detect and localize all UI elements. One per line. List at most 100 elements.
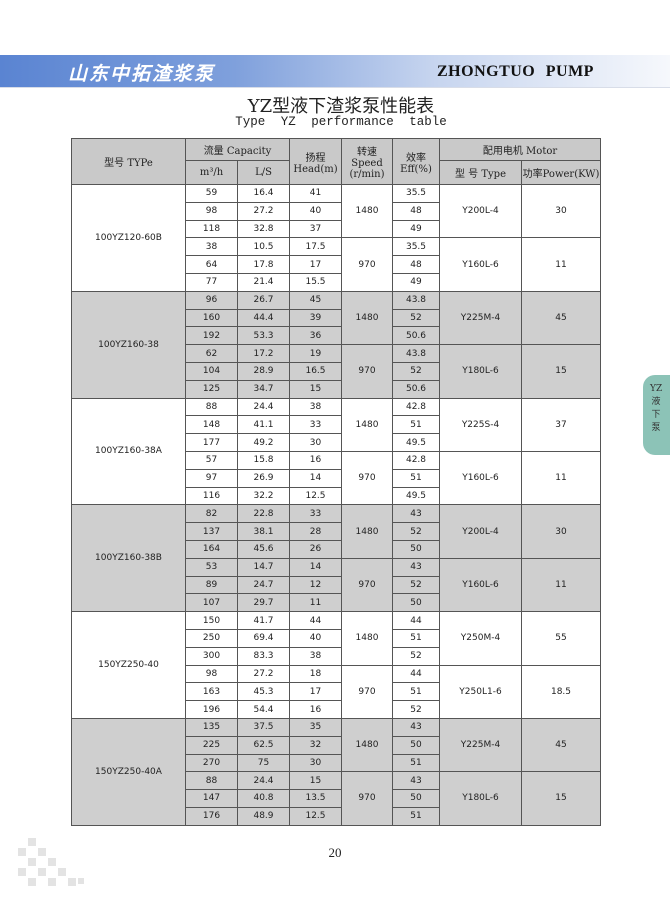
header-type: 型号 TYPe <box>71 138 186 185</box>
table-row: 100YZ120-60B 59 16.4 41 1480 35.5 Y200L-4 30 <box>71 183 602 292</box>
head-cell: 12.5 <box>289 806 342 826</box>
capacity-m3h-cell: 88 <box>185 397 238 417</box>
head-cell: 16 <box>289 450 342 470</box>
capacity-ls-cell: 49.2 <box>237 433 290 452</box>
speed-cell: 1480 <box>341 183 393 239</box>
capacity-m3h-cell: 135 <box>185 717 238 737</box>
capacity-m3h-cell: 148 <box>185 415 238 435</box>
capacity-ls-cell: 32.8 <box>237 219 290 239</box>
section-side-tab: YZ液下泵 <box>643 375 670 455</box>
capacity-ls-cell: 48.9 <box>237 806 290 826</box>
motor-type-cell: Y200L-4 <box>439 504 522 559</box>
capacity-m3h-cell: 125 <box>185 379 238 399</box>
head-cell: 33 <box>289 415 342 435</box>
efficiency-cell: 50 <box>392 593 440 613</box>
table-row: 270 75 30 51 <box>72 753 601 773</box>
efficiency-cell: 44 <box>392 611 440 630</box>
capacity-ls-cell: 37.5 <box>237 717 290 737</box>
capacity-m3h-cell: 107 <box>185 593 238 613</box>
table-row: 53 14.7 14 970 43 Y160L-6 11 <box>72 557 602 613</box>
table-row: 137 38.1 28 52 <box>72 522 601 541</box>
table-row: 164 45.6 26 50 <box>72 539 601 559</box>
efficiency-cell: 43.8 <box>392 344 440 363</box>
head-cell: 32 <box>289 735 342 755</box>
table-row: 62 17.2 19 970 43.8 Y180L-6 15 <box>72 344 602 399</box>
capacity-m3h-cell: 176 <box>185 806 238 826</box>
table-row: 89 24.7 12 52 <box>72 575 601 595</box>
motor-power-cell: 45 <box>520 290 602 346</box>
table-row: 250 69.4 40 51 <box>72 628 601 648</box>
head-cell: 11 <box>289 593 342 613</box>
capacity-m3h-cell: 177 <box>185 433 238 452</box>
page-number: 20 <box>328 845 342 860</box>
head-cell: 17.5 <box>289 237 342 257</box>
capacity-ls-cell: 45.6 <box>237 539 290 559</box>
performance-table: 型号 TYPe 流量 Capacity 扬程 Head(m) 转速Speed (… <box>71 138 602 826</box>
head-cell: 45 <box>289 290 342 310</box>
page-subtitle: Type YZ performance table <box>235 115 447 129</box>
table-row: 100YZ160-38B 82 22.8 33 1480 43 Y200L-4 30 <box>71 504 602 613</box>
head-cell: 26 <box>289 539 342 559</box>
efficiency-cell: 42.8 <box>392 450 440 470</box>
motor-power-cell: 55 <box>520 611 602 666</box>
efficiency-cell: 48 <box>392 201 440 221</box>
motor-type-cell: Y225S-4 <box>439 397 522 452</box>
efficiency-cell: 50.6 <box>392 379 440 399</box>
model-cell: 100YZ160-38A <box>71 397 186 506</box>
motor-power-cell: 37 <box>520 397 602 452</box>
header-power: 功率Power(KW) <box>520 160 602 185</box>
efficiency-cell: 50 <box>392 735 440 755</box>
motor-power-cell: 15 <box>520 344 602 399</box>
capacity-m3h-cell: 164 <box>185 539 238 559</box>
capacity-m3h-cell: 57 <box>185 450 238 470</box>
speed-cell: 970 <box>341 344 393 399</box>
efficiency-cell: 51 <box>392 468 440 488</box>
capacity-ls-cell: 40.8 <box>237 789 290 808</box>
capacity-m3h-cell: 64 <box>185 255 238 274</box>
head-cell: 38 <box>289 646 342 666</box>
efficiency-cell: 43 <box>392 504 440 524</box>
motor-type-cell: Y160L-6 <box>439 450 522 506</box>
head-cell: 35 <box>289 717 342 737</box>
capacity-m3h-cell: 163 <box>185 682 238 702</box>
head-cell: 39 <box>289 308 342 328</box>
motor-power-cell: 18.5 <box>520 664 602 719</box>
capacity-ls-cell: 24.4 <box>237 771 290 791</box>
motor-power-cell: 30 <box>520 504 602 559</box>
table-row: 300 83.3 38 52 <box>72 646 601 666</box>
efficiency-cell: 52 <box>392 308 440 328</box>
head-cell: 18 <box>289 664 342 684</box>
motor-type-cell: Y160L-6 <box>439 237 522 292</box>
efficiency-cell: 49.5 <box>392 486 440 506</box>
head-cell: 17 <box>289 255 342 274</box>
capacity-ls-cell: 29.7 <box>237 593 290 613</box>
efficiency-cell: 51 <box>392 628 440 648</box>
table-row: 196 54.4 16 52 <box>72 700 601 719</box>
header-eff: 效率 Eff(%) <box>392 138 440 185</box>
table-row: 77 21.4 15.5 49 <box>72 272 601 292</box>
capacity-ls-cell: 22.8 <box>237 504 290 524</box>
head-cell: 14 <box>289 557 342 577</box>
model-cell: 100YZ120-60B <box>71 184 186 292</box>
efficiency-cell: 50 <box>392 789 440 808</box>
model-cell: 150YZ250-40 <box>71 611 186 719</box>
capacity-ls-cell: 53.3 <box>237 326 290 346</box>
capacity-m3h-cell: 225 <box>185 735 238 755</box>
model-cell: 100YZ160-38 <box>71 290 186 399</box>
speed-cell: 970 <box>341 237 393 292</box>
table-row: 150YZ250-40A 135 37.5 35 1480 43 Y225M-4 45 <box>71 717 602 826</box>
speed-cell: 1480 <box>341 290 393 346</box>
capacity-m3h-cell: 97 <box>185 468 238 488</box>
header-motor-type: 型 号 Type <box>439 160 522 185</box>
head-cell: 16 <box>289 700 342 719</box>
header-motor: 配用电机 Motor <box>438 138 602 161</box>
table-row: 107 29.7 11 50 <box>72 593 601 613</box>
decorative-squares <box>18 838 84 886</box>
capacity-m3h-cell: 160 <box>185 308 238 328</box>
head-cell: 12.5 <box>289 486 342 506</box>
head-cell: 28 <box>289 522 342 541</box>
efficiency-cell: 35.5 <box>392 184 440 203</box>
table-row: 100YZ160-38 96 26.7 45 1480 43.8 Y225M-4 45 <box>71 290 602 399</box>
capacity-m3h-cell: 192 <box>185 326 238 346</box>
capacity-ls-cell: 41.1 <box>237 415 290 435</box>
